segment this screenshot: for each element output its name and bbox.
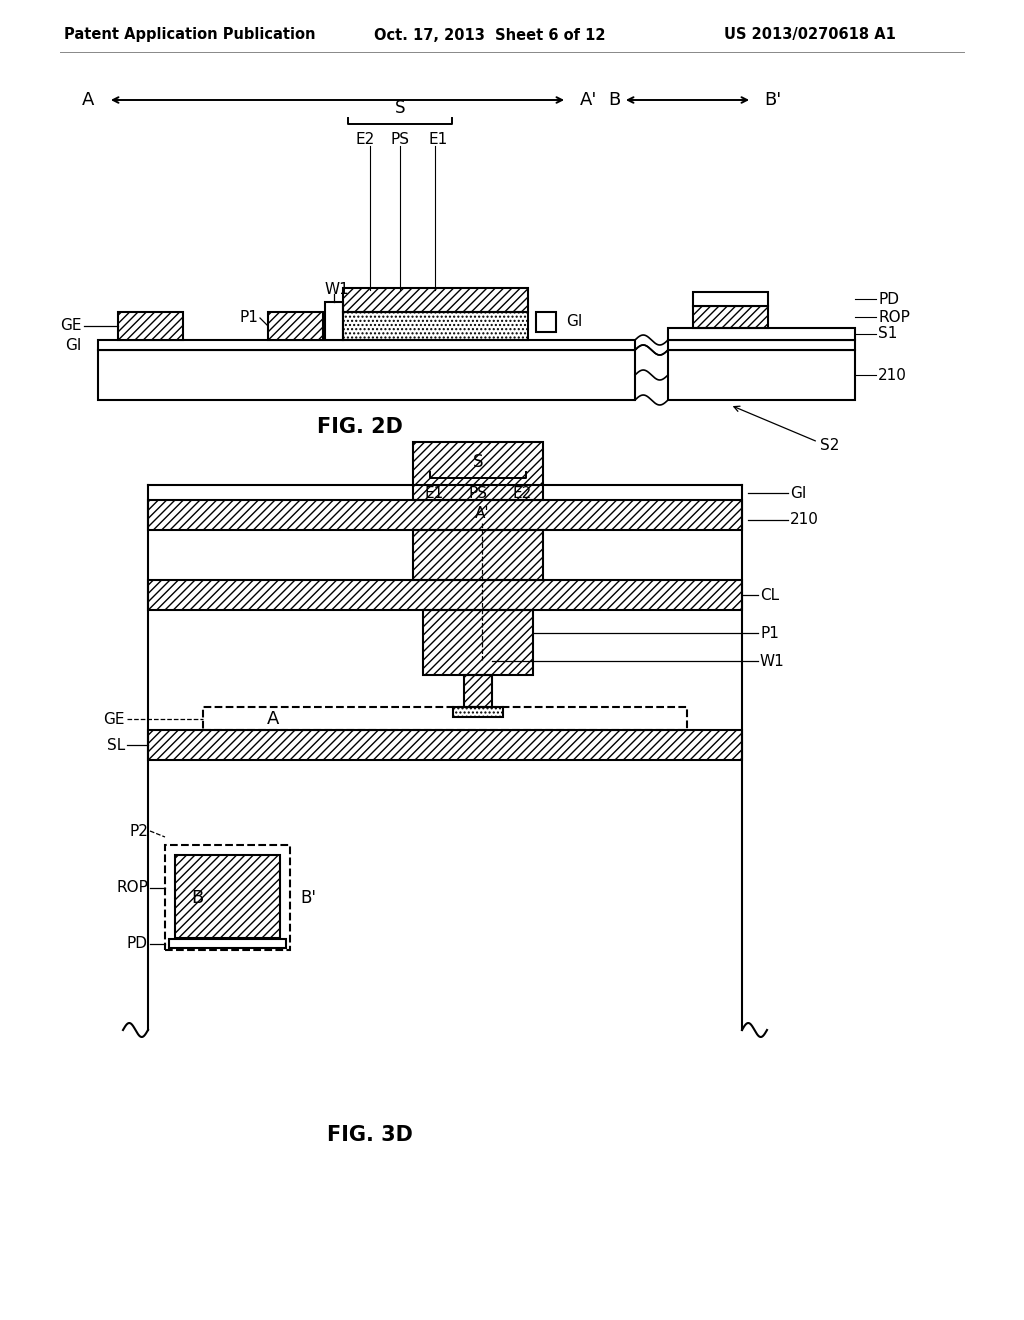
Text: GI: GI (566, 314, 583, 330)
Bar (343, 288, 528, 312)
Text: Oct. 17, 2013  Sheet 6 of 12: Oct. 17, 2013 Sheet 6 of 12 (374, 28, 606, 42)
Text: E2: E2 (355, 132, 375, 148)
Text: GI: GI (66, 338, 82, 352)
Bar (169, 939, 286, 948)
Text: FIG. 3D: FIG. 3D (327, 1125, 413, 1144)
Text: B: B (608, 91, 621, 110)
Bar (175, 855, 280, 939)
Bar (693, 306, 768, 327)
Bar (148, 500, 742, 531)
Text: S1: S1 (878, 326, 897, 342)
Text: A': A' (475, 506, 489, 520)
Text: PD: PD (127, 936, 148, 952)
Text: B': B' (764, 91, 781, 110)
Text: PD: PD (878, 292, 899, 306)
Text: B': B' (300, 888, 316, 907)
Text: Patent Application Publication: Patent Application Publication (65, 28, 315, 42)
Bar (536, 312, 556, 333)
Text: E2: E2 (512, 486, 531, 500)
Bar (413, 531, 543, 579)
Text: B: B (190, 888, 203, 907)
Text: 210: 210 (878, 367, 907, 383)
Bar (148, 730, 742, 760)
Bar (423, 610, 534, 675)
Text: SL: SL (106, 738, 125, 752)
Text: GI: GI (790, 486, 806, 500)
Bar (464, 675, 492, 708)
Text: GE: GE (60, 318, 82, 334)
Text: FIG. 2D: FIG. 2D (317, 417, 402, 437)
Text: US 2013/0270618 A1: US 2013/0270618 A1 (724, 28, 896, 42)
Text: CL: CL (760, 587, 779, 602)
Bar (668, 341, 855, 350)
Text: A: A (82, 91, 94, 110)
Bar (118, 312, 183, 341)
Text: PS: PS (469, 486, 487, 500)
Text: E1: E1 (424, 486, 443, 500)
Text: ROP: ROP (878, 309, 910, 325)
Bar (343, 312, 528, 341)
Text: S: S (394, 99, 406, 117)
Text: S: S (473, 453, 483, 471)
Text: GE: GE (103, 711, 125, 726)
Text: S2: S2 (820, 437, 840, 453)
Text: ROP: ROP (116, 880, 148, 895)
Bar (693, 292, 768, 306)
Text: 210: 210 (790, 512, 819, 528)
Bar (98, 350, 635, 400)
Text: P2: P2 (129, 824, 148, 838)
Text: P1: P1 (760, 626, 779, 640)
Bar (148, 579, 742, 610)
Bar (203, 708, 687, 730)
Bar (668, 327, 855, 341)
Bar (268, 312, 323, 341)
Text: A: A (267, 710, 280, 729)
Text: E1: E1 (428, 132, 447, 148)
Bar (98, 341, 635, 350)
Bar (165, 845, 290, 950)
Text: W1: W1 (760, 653, 784, 668)
Bar (325, 302, 343, 341)
Bar (668, 350, 855, 400)
Text: PS: PS (390, 132, 410, 148)
Bar (413, 442, 543, 500)
Bar (453, 708, 503, 717)
Text: W1: W1 (325, 282, 349, 297)
Text: A': A' (580, 91, 597, 110)
Text: P1: P1 (240, 310, 258, 326)
